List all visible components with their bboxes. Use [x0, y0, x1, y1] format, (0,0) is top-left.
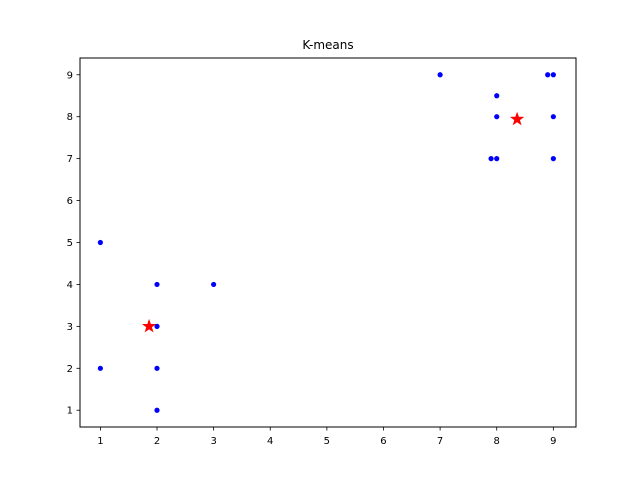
y-tick-label: 8 [67, 112, 73, 123]
centroid-star-marker [509, 111, 525, 126]
data-point-dot [97, 239, 103, 246]
data-point-dot [494, 114, 500, 120]
y-tick-label: 3 [67, 322, 73, 333]
x-tick-label: 2 [154, 436, 160, 447]
x-axis: 1 2 3 4 5 6 7 8 9 [97, 427, 557, 447]
x-tick-label: 5 [324, 436, 330, 447]
chart-title: K-means [302, 38, 353, 52]
data-point-dot [545, 72, 551, 78]
x-tick-label: 9 [550, 436, 556, 447]
data-point-dot [154, 281, 160, 288]
data-point-dot [494, 156, 500, 162]
centroid-star-marker [141, 318, 157, 333]
plot-frame [79, 57, 577, 428]
data-point-dot [97, 365, 103, 371]
y-tick-label: 2 [67, 364, 73, 375]
x-tick-label: 7 [437, 436, 443, 447]
data-point-dot [211, 281, 217, 288]
data-point-dot [494, 93, 500, 99]
data-point-dot [488, 156, 494, 162]
data-point-dot [154, 323, 160, 329]
data-point-dot [154, 365, 160, 371]
x-tick-label: 8 [494, 436, 500, 447]
y-tick-label: 9 [67, 70, 73, 81]
y-axis: 1 2 3 4 5 6 7 8 9 [67, 70, 80, 417]
data-point-dot [550, 156, 556, 162]
data-point-dot [550, 114, 556, 120]
y-tick-label: 1 [67, 406, 73, 417]
data-points [97, 72, 556, 413]
data-point-dot [154, 407, 160, 413]
data-point-dot [437, 72, 443, 78]
x-tick-label: 6 [380, 436, 386, 447]
y-tick-label: 7 [67, 154, 73, 165]
y-tick-label: 5 [67, 238, 73, 249]
x-tick-label: 3 [210, 436, 216, 447]
x-tick-label: 1 [97, 436, 103, 447]
data-point-dot [550, 72, 556, 78]
y-tick-label: 6 [67, 196, 73, 207]
x-tick-label: 4 [267, 436, 273, 447]
y-tick-label: 4 [67, 280, 73, 291]
